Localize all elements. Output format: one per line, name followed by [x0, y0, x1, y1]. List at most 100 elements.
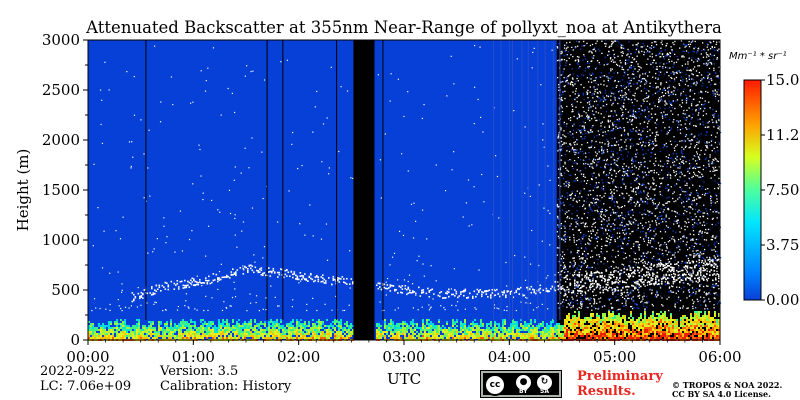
- backscatter-pixel: [148, 321, 150, 323]
- backscatter-pixel: [162, 331, 164, 333]
- backscatter-pixel: [124, 323, 126, 325]
- noise-pixel: [624, 87, 626, 90]
- noise-pixel: [714, 141, 717, 144]
- noise-pixel: [626, 175, 628, 177]
- noise-pixel: [657, 164, 660, 166]
- noise-pixel: [664, 108, 666, 110]
- noise-pixel: [590, 78, 592, 80]
- noise-pixel: [630, 85, 632, 87]
- noise-pixel: [584, 70, 586, 72]
- noise-pixel: [693, 124, 695, 127]
- noise-pixel: [570, 307, 572, 309]
- noise-pixel: [625, 256, 627, 259]
- noise-pixel: [670, 110, 672, 112]
- backscatter-pixel: [298, 323, 300, 325]
- noise-pixel: [613, 179, 615, 181]
- backscatter-pixel: [240, 335, 242, 337]
- speckle-pixel: [304, 234, 306, 236]
- noise-pixel: [715, 158, 717, 160]
- noise-pixel: [626, 62, 628, 64]
- noise-pixel: [691, 78, 693, 80]
- noise-pixel: [711, 223, 713, 226]
- noise-pixel: [643, 45, 645, 47]
- noise-pixel: [635, 88, 638, 90]
- backscatter-pixel: [192, 337, 194, 339]
- noise-pixel: [688, 140, 690, 142]
- noise-pixel: [625, 243, 628, 246]
- backscatter-pixel: [102, 327, 104, 329]
- noise-pixel: [627, 111, 630, 113]
- noise-pixel: [688, 78, 691, 81]
- noise-pixel: [630, 223, 633, 225]
- noise-pixel: [682, 201, 684, 204]
- noise-pixel: [691, 292, 694, 294]
- backscatter-pixel: [234, 331, 236, 333]
- backscatter-pixel: [300, 331, 302, 333]
- speckle-pixel: [421, 209, 424, 211]
- noise-pixel: [584, 136, 586, 138]
- speckle-pixel: [185, 293, 187, 295]
- noise-pixel: [565, 185, 567, 187]
- noise-pixel: [620, 294, 622, 297]
- backscatter-pixel: [216, 329, 218, 331]
- backscatter-pixel: [222, 325, 224, 327]
- backscatter-pixel: [206, 337, 208, 339]
- noise-pixel: [695, 84, 697, 86]
- noise-pixel: [680, 269, 683, 272]
- noise-pixel: [639, 85, 642, 87]
- noise-pixel: [691, 73, 693, 75]
- backscatter-pixel: [174, 325, 176, 327]
- speckle-pixel: [536, 307, 538, 309]
- noise-pixel: [702, 253, 705, 255]
- noise-pixel: [671, 285, 673, 287]
- noise-pixel: [677, 244, 679, 247]
- noise-pixel: [664, 127, 666, 129]
- noise-pixel: [561, 80, 564, 83]
- noise-pixel: [579, 65, 581, 68]
- noise-pixel: [590, 146, 592, 148]
- noise-pixel: [561, 94, 563, 96]
- noise-pixel: [592, 278, 594, 280]
- noise-pixel: [630, 298, 633, 300]
- backscatter-pixel: [300, 319, 302, 321]
- noise-pixel: [571, 165, 574, 167]
- noise-pixel: [586, 115, 588, 118]
- noise-pixel: [718, 177, 720, 180]
- noise-pixel: [681, 102, 684, 104]
- backscatter-pixel: [292, 321, 294, 323]
- noise-pixel: [714, 71, 717, 74]
- noise-pixel: [636, 177, 638, 179]
- noise-pixel: [706, 142, 708, 144]
- backscatter-pixel: [146, 333, 148, 335]
- backscatter-pixel: [258, 325, 260, 327]
- noise-pixel: [649, 103, 651, 105]
- noise-pixel: [606, 240, 609, 243]
- backscatter-pixel: [220, 329, 222, 331]
- noise-pixel: [705, 146, 708, 148]
- noise-pixel: [689, 271, 691, 274]
- noise-pixel: [612, 128, 615, 130]
- noise-pixel: [592, 57, 594, 59]
- backscatter-pixel: [184, 323, 186, 325]
- backscatter-pixel: [300, 335, 302, 337]
- speckle-pixel: [172, 103, 174, 106]
- noise-pixel: [703, 270, 705, 272]
- noise-pixel: [584, 122, 586, 124]
- noise-pixel: [612, 123, 614, 126]
- noise-pixel: [699, 196, 701, 198]
- backscatter-pixel: [240, 329, 242, 331]
- noise-pixel: [642, 172, 644, 174]
- backscatter-pixel: [268, 333, 270, 335]
- noise-pixel: [591, 225, 593, 228]
- noise-pixel: [712, 40, 715, 43]
- noise-pixel: [645, 186, 647, 188]
- noise-pixel: [570, 223, 572, 225]
- noise-pixel: [659, 52, 661, 55]
- noise-pixel: [695, 70, 698, 72]
- noise-pixel: [699, 216, 701, 218]
- noise-pixel: [658, 258, 661, 260]
- noise-pixel: [715, 97, 717, 100]
- speckle-pixel: [526, 297, 528, 299]
- backscatter-pixel: [312, 331, 314, 333]
- backscatter-pixel: [136, 337, 138, 339]
